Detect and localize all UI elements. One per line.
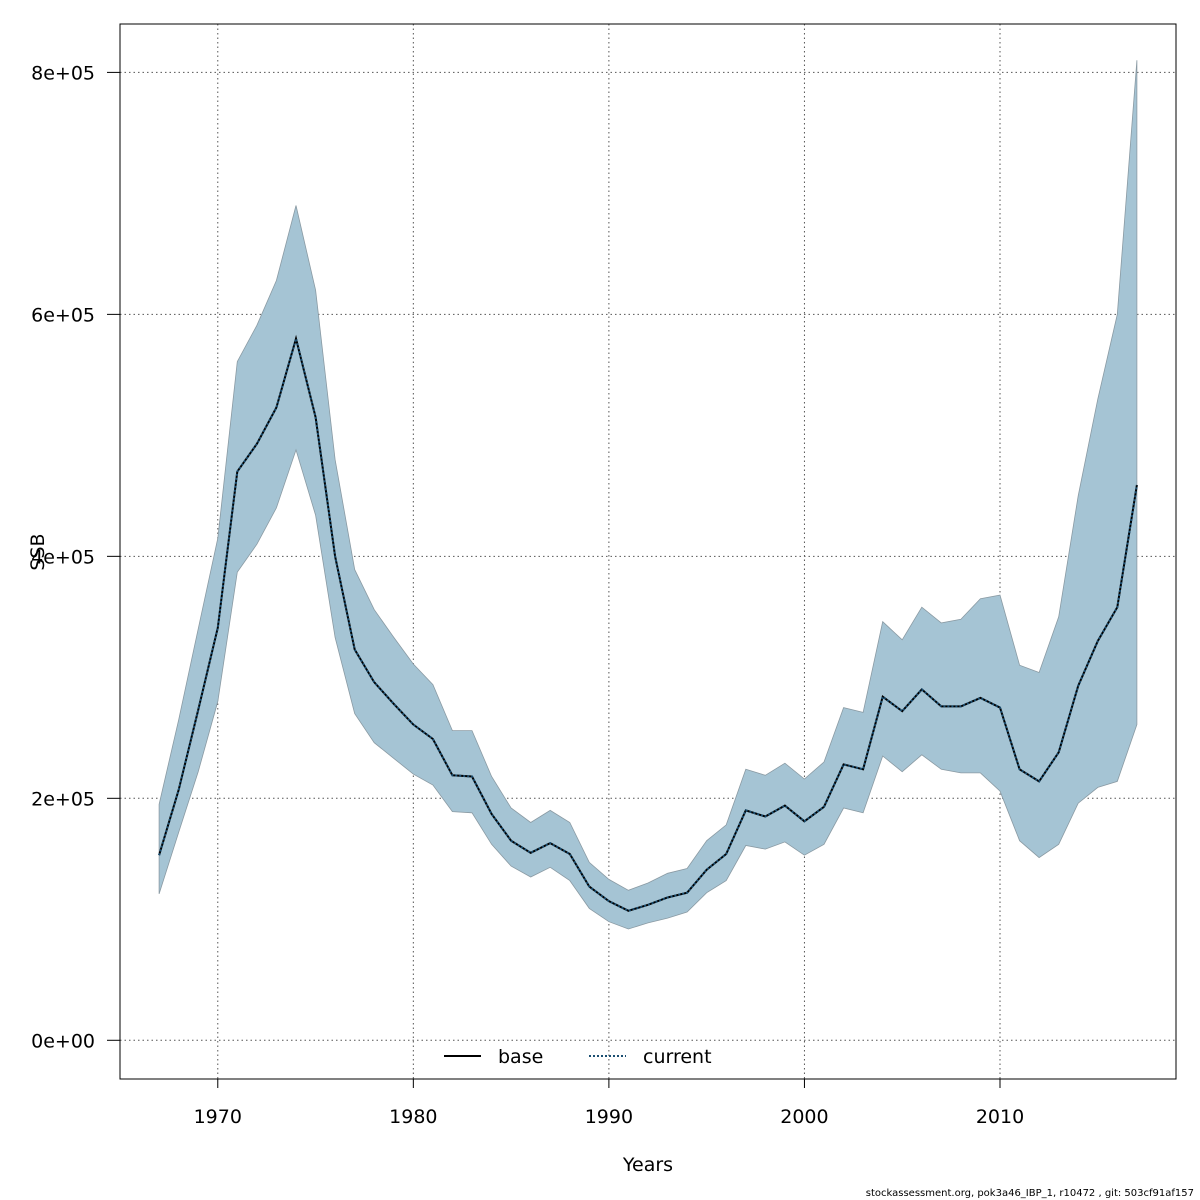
y-tick-label: 6e+05 [31, 304, 95, 326]
legend-base-label: base [498, 1046, 543, 1068]
x-tick-label: 1990 [585, 1106, 633, 1128]
legend: base current [444, 1046, 712, 1068]
y-axis-title: SSB [27, 533, 49, 570]
current-series-line [158, 334, 1138, 912]
plot-frame [119, 23, 1177, 1080]
y-tick-label: 4e+05 [31, 546, 95, 568]
x-tick-label: 1980 [389, 1106, 437, 1128]
x-tick-label: 2010 [976, 1106, 1024, 1128]
y-axis: 0e+00 2e+05 4e+05 6e+05 8e+05 [31, 62, 120, 1052]
legend-current-label: current [643, 1046, 712, 1068]
footer-credit: stockassessment.org, pok3a46_IBP_1, r104… [865, 1188, 1194, 1199]
x-tick-label: 2000 [780, 1106, 828, 1128]
x-axis-title: Years [622, 1154, 673, 1176]
x-axis: 1970 1980 1990 2000 2010 [194, 1079, 1024, 1128]
y-tick-label: 0e+00 [31, 1030, 95, 1052]
y-tick-label: 2e+05 [31, 788, 95, 810]
confidence-band [158, 60, 1138, 930]
y-tick-label: 8e+05 [31, 62, 95, 84]
x-tick-label: 1970 [194, 1106, 242, 1128]
